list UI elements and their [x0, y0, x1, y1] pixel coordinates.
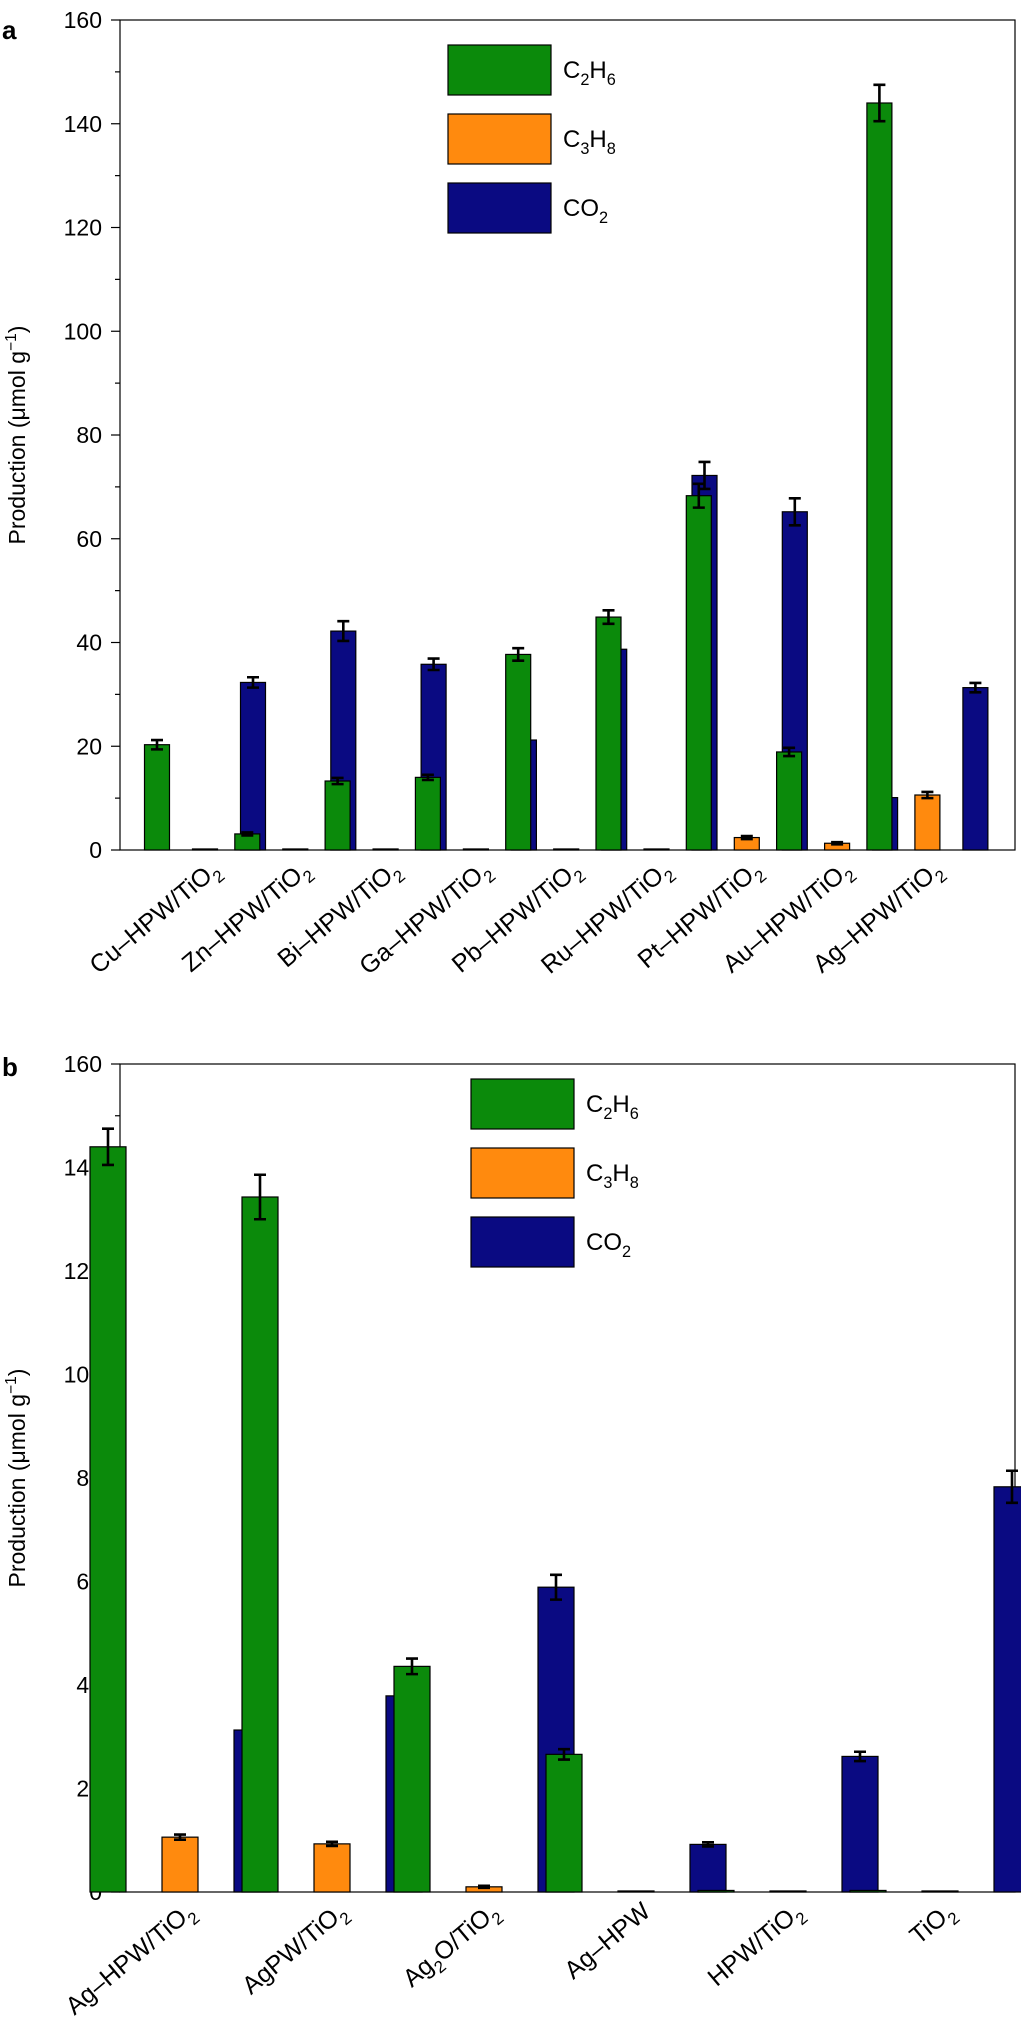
- error-bar: [247, 675, 259, 689]
- bar-co2: [993, 1486, 1021, 1893]
- error-bar: [241, 831, 254, 837]
- bar-co2: [689, 1843, 727, 1893]
- error-bar: [151, 738, 163, 751]
- legend-swatch: [470, 1147, 575, 1199]
- error-bar: [512, 646, 525, 662]
- y-tick-label: 40: [76, 630, 102, 656]
- error-bar: [326, 1840, 338, 1848]
- x-category-label: Ag–HPW/TiO2: [60, 1897, 203, 2025]
- bar-c3h8: [921, 1890, 959, 1893]
- legend-swatch: [470, 1078, 575, 1130]
- bar-co2: [239, 681, 267, 851]
- legend-swatch: [447, 113, 552, 165]
- error-bar: [550, 1573, 562, 1601]
- error-bar: [831, 840, 844, 846]
- error-bar: [921, 790, 934, 800]
- error-bar: [331, 776, 344, 786]
- error-bar: [740, 834, 753, 841]
- bar-c2h6: [89, 1146, 127, 1893]
- error-bar: [702, 1841, 714, 1848]
- bar-c2h6: [697, 1889, 735, 1893]
- bar-c2h6: [545, 1753, 583, 1893]
- legend-swatch: [447, 44, 552, 96]
- chart-panel-a: a 0 20 40 60 80 100 120 140 160 Production (μmol g…: [2, 7, 1016, 980]
- error-bar: [873, 83, 886, 123]
- chart-panel-b: b020406080100120140160Production (μmol g…: [2, 1051, 1021, 2025]
- bar-c2h6: [595, 616, 622, 851]
- error-bar: [427, 657, 440, 672]
- bar-c3h8: [643, 848, 670, 851]
- panel-letter: b: [2, 1052, 18, 1082]
- y-tick-label: 60: [76, 526, 102, 552]
- y-axis-title: Production (μmol g−1): [3, 1369, 30, 1588]
- x-category-label: TiO2: [904, 1897, 963, 1954]
- error-bar: [558, 1747, 570, 1761]
- error-bar: [174, 1833, 186, 1842]
- x-category-label: Ag2O/TiO2: [398, 1897, 508, 1997]
- bar-co2: [841, 1755, 879, 1893]
- error-bar: [783, 746, 796, 758]
- legend-label: CO2: [563, 195, 608, 227]
- bar-c3h8: [769, 1890, 807, 1893]
- bar-c3h8: [313, 1843, 351, 1893]
- y-tick-label: 140: [64, 111, 102, 137]
- bar-c2h6: [414, 776, 441, 851]
- bar-c3h8: [161, 1836, 199, 1893]
- y-tick-label: 80: [76, 422, 102, 448]
- bar-c3h8: [553, 848, 580, 851]
- bar-c3h8: [462, 848, 489, 851]
- bar-c3h8: [372, 848, 399, 851]
- legend-label: C2H6: [586, 1091, 639, 1123]
- bar-c3h8: [617, 1890, 655, 1893]
- error-bar: [254, 1173, 266, 1221]
- error-bar: [337, 619, 350, 643]
- bar-c2h6: [685, 495, 712, 851]
- bar-c2h6: [143, 744, 171, 851]
- bar-c2h6: [241, 1196, 279, 1893]
- error-bar: [969, 681, 982, 694]
- bar-c3h8: [914, 794, 941, 851]
- x-category-label: AgPW/TiO2: [237, 1897, 356, 2004]
- error-bar: [602, 609, 615, 626]
- bar-c2h6: [775, 751, 803, 851]
- error-bar: [788, 496, 801, 527]
- x-category-label: Ag–HPW: [559, 1897, 656, 1985]
- error-bar: [1006, 1469, 1018, 1505]
- error-bar: [854, 1750, 866, 1763]
- bar-c3h8: [191, 848, 219, 851]
- y-tick-label: 100: [64, 318, 102, 344]
- bar-c2h6: [324, 780, 351, 851]
- error-bar: [102, 1127, 114, 1167]
- legend-label: C2H6: [563, 57, 616, 89]
- error-bar: [406, 1657, 418, 1676]
- y-tick-label: 0: [89, 837, 102, 863]
- legend-label: CO2: [586, 1229, 631, 1261]
- bar-c2h6: [866, 102, 893, 851]
- legend-label: C3H8: [563, 126, 616, 158]
- bar-c3h8: [282, 848, 309, 851]
- panel-letter: a: [2, 15, 17, 45]
- bar-c2h6: [505, 653, 532, 851]
- error-bar: [421, 773, 434, 782]
- y-tick-label: 160: [64, 7, 102, 33]
- error-bar: [692, 482, 705, 509]
- bar-co2: [962, 687, 989, 851]
- error-bar: [478, 1884, 490, 1890]
- legend-label: C3H8: [586, 1160, 639, 1192]
- legend-swatch: [470, 1216, 575, 1268]
- y-tick-label: 120: [64, 215, 102, 241]
- bar-c2h6: [849, 1889, 887, 1893]
- legend-swatch: [447, 182, 552, 234]
- y-tick-label: 20: [76, 733, 102, 759]
- bar-c2h6: [393, 1665, 431, 1893]
- y-tick-label: 160: [64, 1051, 102, 1077]
- x-category-label: HPW/TiO2: [702, 1897, 811, 1996]
- y-axis-title: Production (μmol g−1): [3, 326, 30, 545]
